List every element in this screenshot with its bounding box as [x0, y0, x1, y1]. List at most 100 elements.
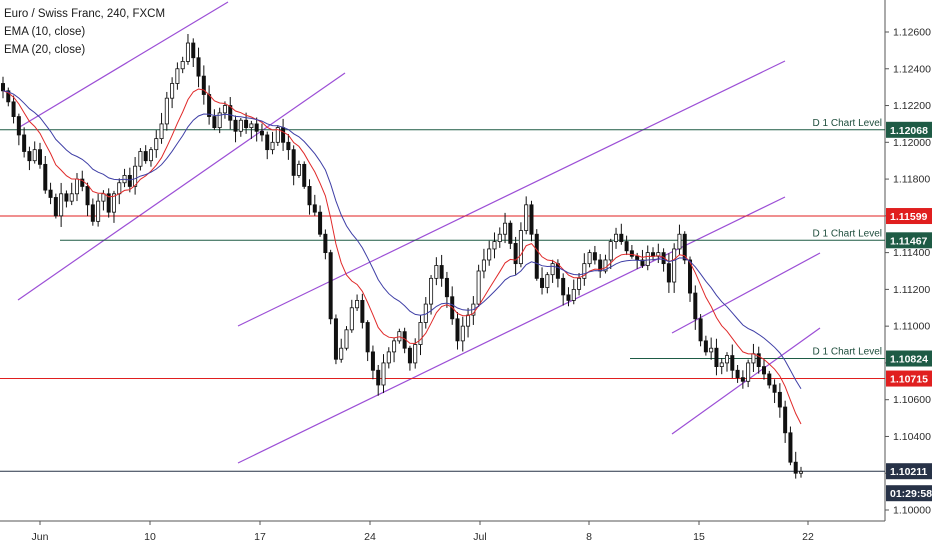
- candle-body: [756, 353, 761, 368]
- candle-body: [725, 355, 730, 364]
- y-tick-label: 1.10400: [893, 431, 931, 443]
- horizontal-levels[interactable]: D 1 Chart Level D 1 Chart Level D 1 Chart …: [0, 118, 885, 472]
- candle-body: [127, 174, 132, 187]
- candle-body: [688, 259, 693, 294]
- candle-body: [170, 83, 175, 99]
- x-tick-label: 15: [693, 531, 705, 543]
- chart-legend: Euro / Swiss Franc, 240, FXCM EMA (10, c…: [4, 5, 165, 59]
- candle-body: [534, 233, 539, 279]
- channel-line: [671, 327, 821, 435]
- candle-body: [48, 189, 53, 198]
- x-tick-label: 22: [802, 531, 814, 543]
- candle-body: [487, 248, 492, 261]
- candle-body: [106, 193, 111, 213]
- candle-body: [217, 112, 222, 129]
- x-axis[interactable]: Jun 10 17 24 Jul 8 15 22: [32, 521, 814, 543]
- candle-body: [59, 193, 64, 217]
- y-axis[interactable]: 1.126001.124001.122001.120001.118001.116…: [885, 27, 931, 517]
- candle-body: [413, 344, 418, 364]
- y-tick-label: 1.10600: [893, 394, 931, 406]
- y-tick-label: 1.12400: [893, 63, 931, 75]
- x-tick-label: Jul: [473, 531, 486, 543]
- candle-body: [349, 307, 354, 331]
- candle-body: [339, 347, 344, 360]
- candle-body: [799, 470, 804, 474]
- candle-body: [344, 329, 349, 349]
- candle-body: [624, 241, 629, 252]
- candle-body: [233, 119, 238, 132]
- ema20-line: [2, 90, 802, 390]
- candle-body: [254, 123, 259, 132]
- price-tag: [886, 350, 932, 367]
- ema10-legend: EMA (10, close): [4, 26, 86, 38]
- candle-body: [386, 351, 391, 364]
- y-tick-label: 1.11800: [893, 174, 930, 186]
- candle-body: [439, 265, 444, 279]
- candle-body: [645, 252, 650, 266]
- price-tag-text: 1.11467: [890, 235, 928, 247]
- y-tick-label: 1.11200: [893, 284, 930, 296]
- candle-body: [767, 373, 772, 386]
- price-tag-text: 1.12068: [890, 125, 928, 137]
- candle-body: [740, 377, 745, 382]
- candle-body: [64, 193, 69, 202]
- candle-body: [90, 204, 95, 222]
- candle-body: [603, 259, 608, 272]
- candle-body: [524, 204, 529, 231]
- candle-body: [370, 351, 375, 371]
- trend-channels[interactable]: [17, 1, 821, 464]
- candle-body: [291, 149, 296, 176]
- candle-body: [719, 362, 724, 367]
- candle-body: [43, 163, 48, 191]
- candle-body: [793, 461, 798, 474]
- candle-body: [460, 325, 465, 342]
- candle-body: [777, 391, 782, 408]
- candle-body: [53, 197, 58, 217]
- candle-body: [492, 241, 497, 250]
- candle-body: [772, 384, 777, 393]
- candle-body: [328, 252, 333, 320]
- candle-body: [275, 127, 280, 143]
- candle-body: [196, 57, 201, 77]
- candle-body: [111, 193, 116, 213]
- candle-body: [270, 141, 275, 151]
- price-tag: [886, 121, 932, 138]
- candle-body: [555, 263, 560, 279]
- candle-body: [244, 119, 249, 129]
- candle-body: [365, 322, 370, 353]
- chart-frame: [0, 0, 886, 522]
- candle-body: [201, 75, 206, 95]
- candle-body: [318, 211, 323, 235]
- channel-line: [671, 252, 821, 334]
- price-tag-text: 1.10715: [890, 374, 928, 386]
- candle-body: [148, 149, 153, 162]
- candle-body: [392, 340, 397, 353]
- y-tick-label: 1.12600: [893, 27, 931, 39]
- candle-body: [608, 241, 613, 261]
- candle-body: [238, 119, 243, 132]
- x-tick-label: 24: [364, 531, 376, 543]
- candle-body: [656, 252, 661, 257]
- candle-body: [476, 270, 481, 305]
- candle-body: [101, 193, 106, 202]
- candle-body: [709, 347, 714, 353]
- candle-body: [518, 230, 523, 265]
- candle-body: [466, 314, 471, 327]
- candle-body: [455, 318, 460, 342]
- candle-body: [207, 94, 212, 117]
- level-label: D 1 Chart Level: [813, 347, 882, 358]
- candle-body: [397, 331, 402, 342]
- candle-body: [513, 243, 518, 265]
- candle-body: [376, 369, 381, 386]
- candle-body: [714, 347, 719, 368]
- x-tick-label: Jun: [32, 531, 49, 543]
- candle-body: [614, 233, 619, 242]
- candle-body: [286, 141, 291, 151]
- candle-body: [164, 97, 169, 125]
- candle-body: [175, 68, 180, 84]
- candle-body: [11, 101, 16, 117]
- candle-body: [32, 149, 37, 162]
- candle-body: [281, 127, 286, 143]
- candle-body: [550, 263, 555, 276]
